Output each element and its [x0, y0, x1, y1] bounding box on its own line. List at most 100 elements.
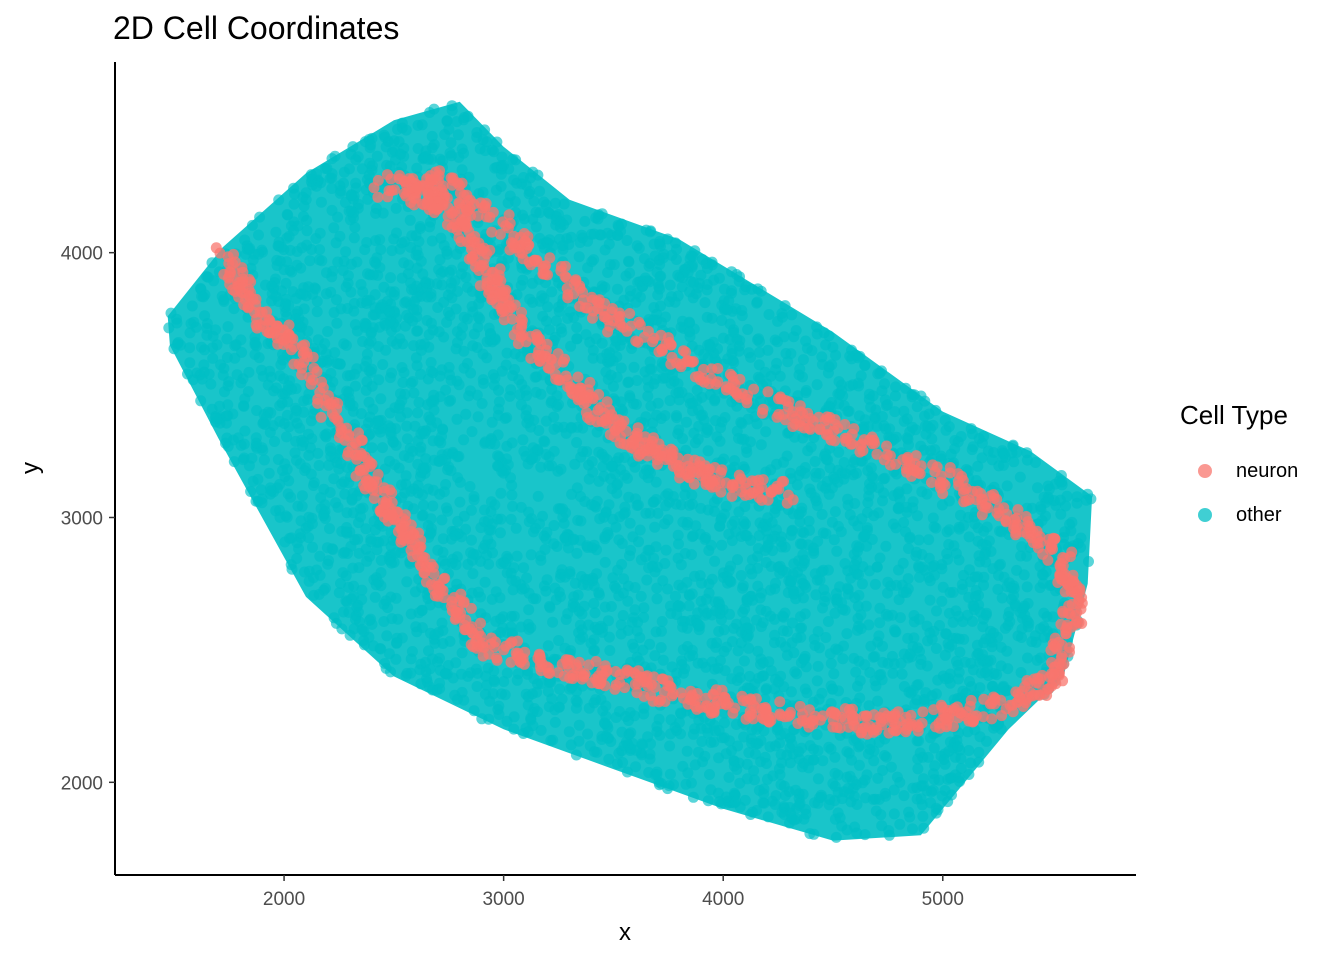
- point-other: [852, 600, 864, 612]
- point-other: [737, 606, 749, 618]
- point-other: [1021, 550, 1033, 562]
- point-other: [236, 346, 248, 358]
- point-neuron: [358, 480, 370, 491]
- point-other: [511, 550, 523, 562]
- point-other: [357, 286, 369, 298]
- point-other: [331, 294, 342, 306]
- point-other: [725, 560, 737, 572]
- point-other: [618, 508, 630, 520]
- point-other: [929, 444, 941, 456]
- point-neuron: [706, 706, 718, 718]
- point-other: [673, 717, 685, 728]
- point-other: [644, 638, 656, 650]
- point-other: [372, 269, 384, 281]
- point-other: [414, 223, 426, 234]
- point-other: [516, 583, 528, 595]
- point-other: [440, 384, 452, 396]
- point-other: [303, 532, 315, 544]
- point-other: [612, 564, 624, 576]
- point-other: [888, 808, 900, 820]
- point-other: [724, 318, 736, 330]
- point-other: [412, 480, 424, 491]
- point-other: [1008, 456, 1020, 468]
- point-other: [603, 753, 615, 765]
- point-other: [638, 702, 650, 714]
- point-other: [530, 593, 542, 605]
- point-other: [650, 541, 662, 553]
- point-other: [439, 558, 451, 570]
- point-other: [420, 276, 432, 288]
- point-other: [490, 184, 502, 196]
- point-other: [770, 790, 782, 802]
- point-other: [256, 497, 268, 509]
- point-other: [573, 251, 585, 263]
- series-neuron-points: [210, 165, 1088, 740]
- point-other: [301, 214, 313, 226]
- point-other: [778, 681, 790, 693]
- point-other: [420, 145, 432, 157]
- point-neuron: [939, 712, 951, 724]
- point-other: [684, 326, 695, 338]
- point-other: [426, 153, 438, 165]
- point-other: [649, 250, 661, 262]
- point-other: [336, 623, 348, 635]
- point-other: [451, 326, 463, 338]
- point-other: [892, 488, 904, 500]
- point-other: [726, 519, 738, 531]
- point-other: [383, 648, 395, 660]
- point-other: [297, 436, 309, 448]
- point-other: [479, 145, 491, 157]
- point-other: [683, 316, 695, 328]
- point-other: [498, 556, 510, 568]
- point-other: [833, 376, 845, 388]
- point-other: [842, 582, 853, 594]
- point-other: [548, 520, 560, 531]
- point-other: [1021, 447, 1033, 459]
- point-other: [799, 653, 811, 665]
- point-other: [359, 317, 371, 329]
- point-other: [322, 326, 334, 337]
- point-other: [760, 426, 772, 438]
- point-other: [323, 459, 335, 471]
- point-other: [778, 456, 789, 468]
- point-other: [755, 621, 767, 633]
- point-other: [456, 164, 468, 176]
- point-other: [416, 119, 428, 131]
- point-other: [405, 377, 417, 389]
- point-other: [528, 195, 540, 207]
- point-other: [384, 372, 396, 384]
- point-other: [553, 635, 565, 646]
- point-other: [842, 565, 854, 577]
- point-neuron: [298, 356, 310, 368]
- point-other: [930, 643, 942, 654]
- point-other: [433, 455, 445, 467]
- point-other: [604, 347, 615, 359]
- point-other: [408, 503, 419, 515]
- point-other: [365, 139, 377, 151]
- point-other: [481, 136, 493, 148]
- point-neuron: [1053, 658, 1065, 670]
- point-other: [269, 436, 280, 447]
- point-other: [737, 582, 748, 594]
- point-other: [408, 296, 420, 308]
- point-other: [972, 460, 984, 472]
- point-other: [593, 475, 605, 487]
- point-other: [507, 500, 519, 512]
- point-other: [182, 368, 193, 380]
- point-other: [585, 637, 597, 649]
- point-other: [450, 559, 462, 571]
- point-other: [445, 150, 457, 162]
- point-other: [612, 478, 624, 490]
- point-neuron: [586, 677, 598, 689]
- point-other: [928, 774, 940, 786]
- point-neuron: [1064, 551, 1076, 563]
- point-other: [631, 625, 643, 637]
- point-other: [222, 399, 234, 411]
- point-other: [460, 408, 472, 420]
- point-neuron: [980, 498, 992, 510]
- point-other: [973, 746, 985, 758]
- point-neuron: [817, 710, 829, 722]
- point-other: [623, 256, 635, 268]
- point-other: [773, 763, 785, 775]
- point-other: [662, 583, 673, 595]
